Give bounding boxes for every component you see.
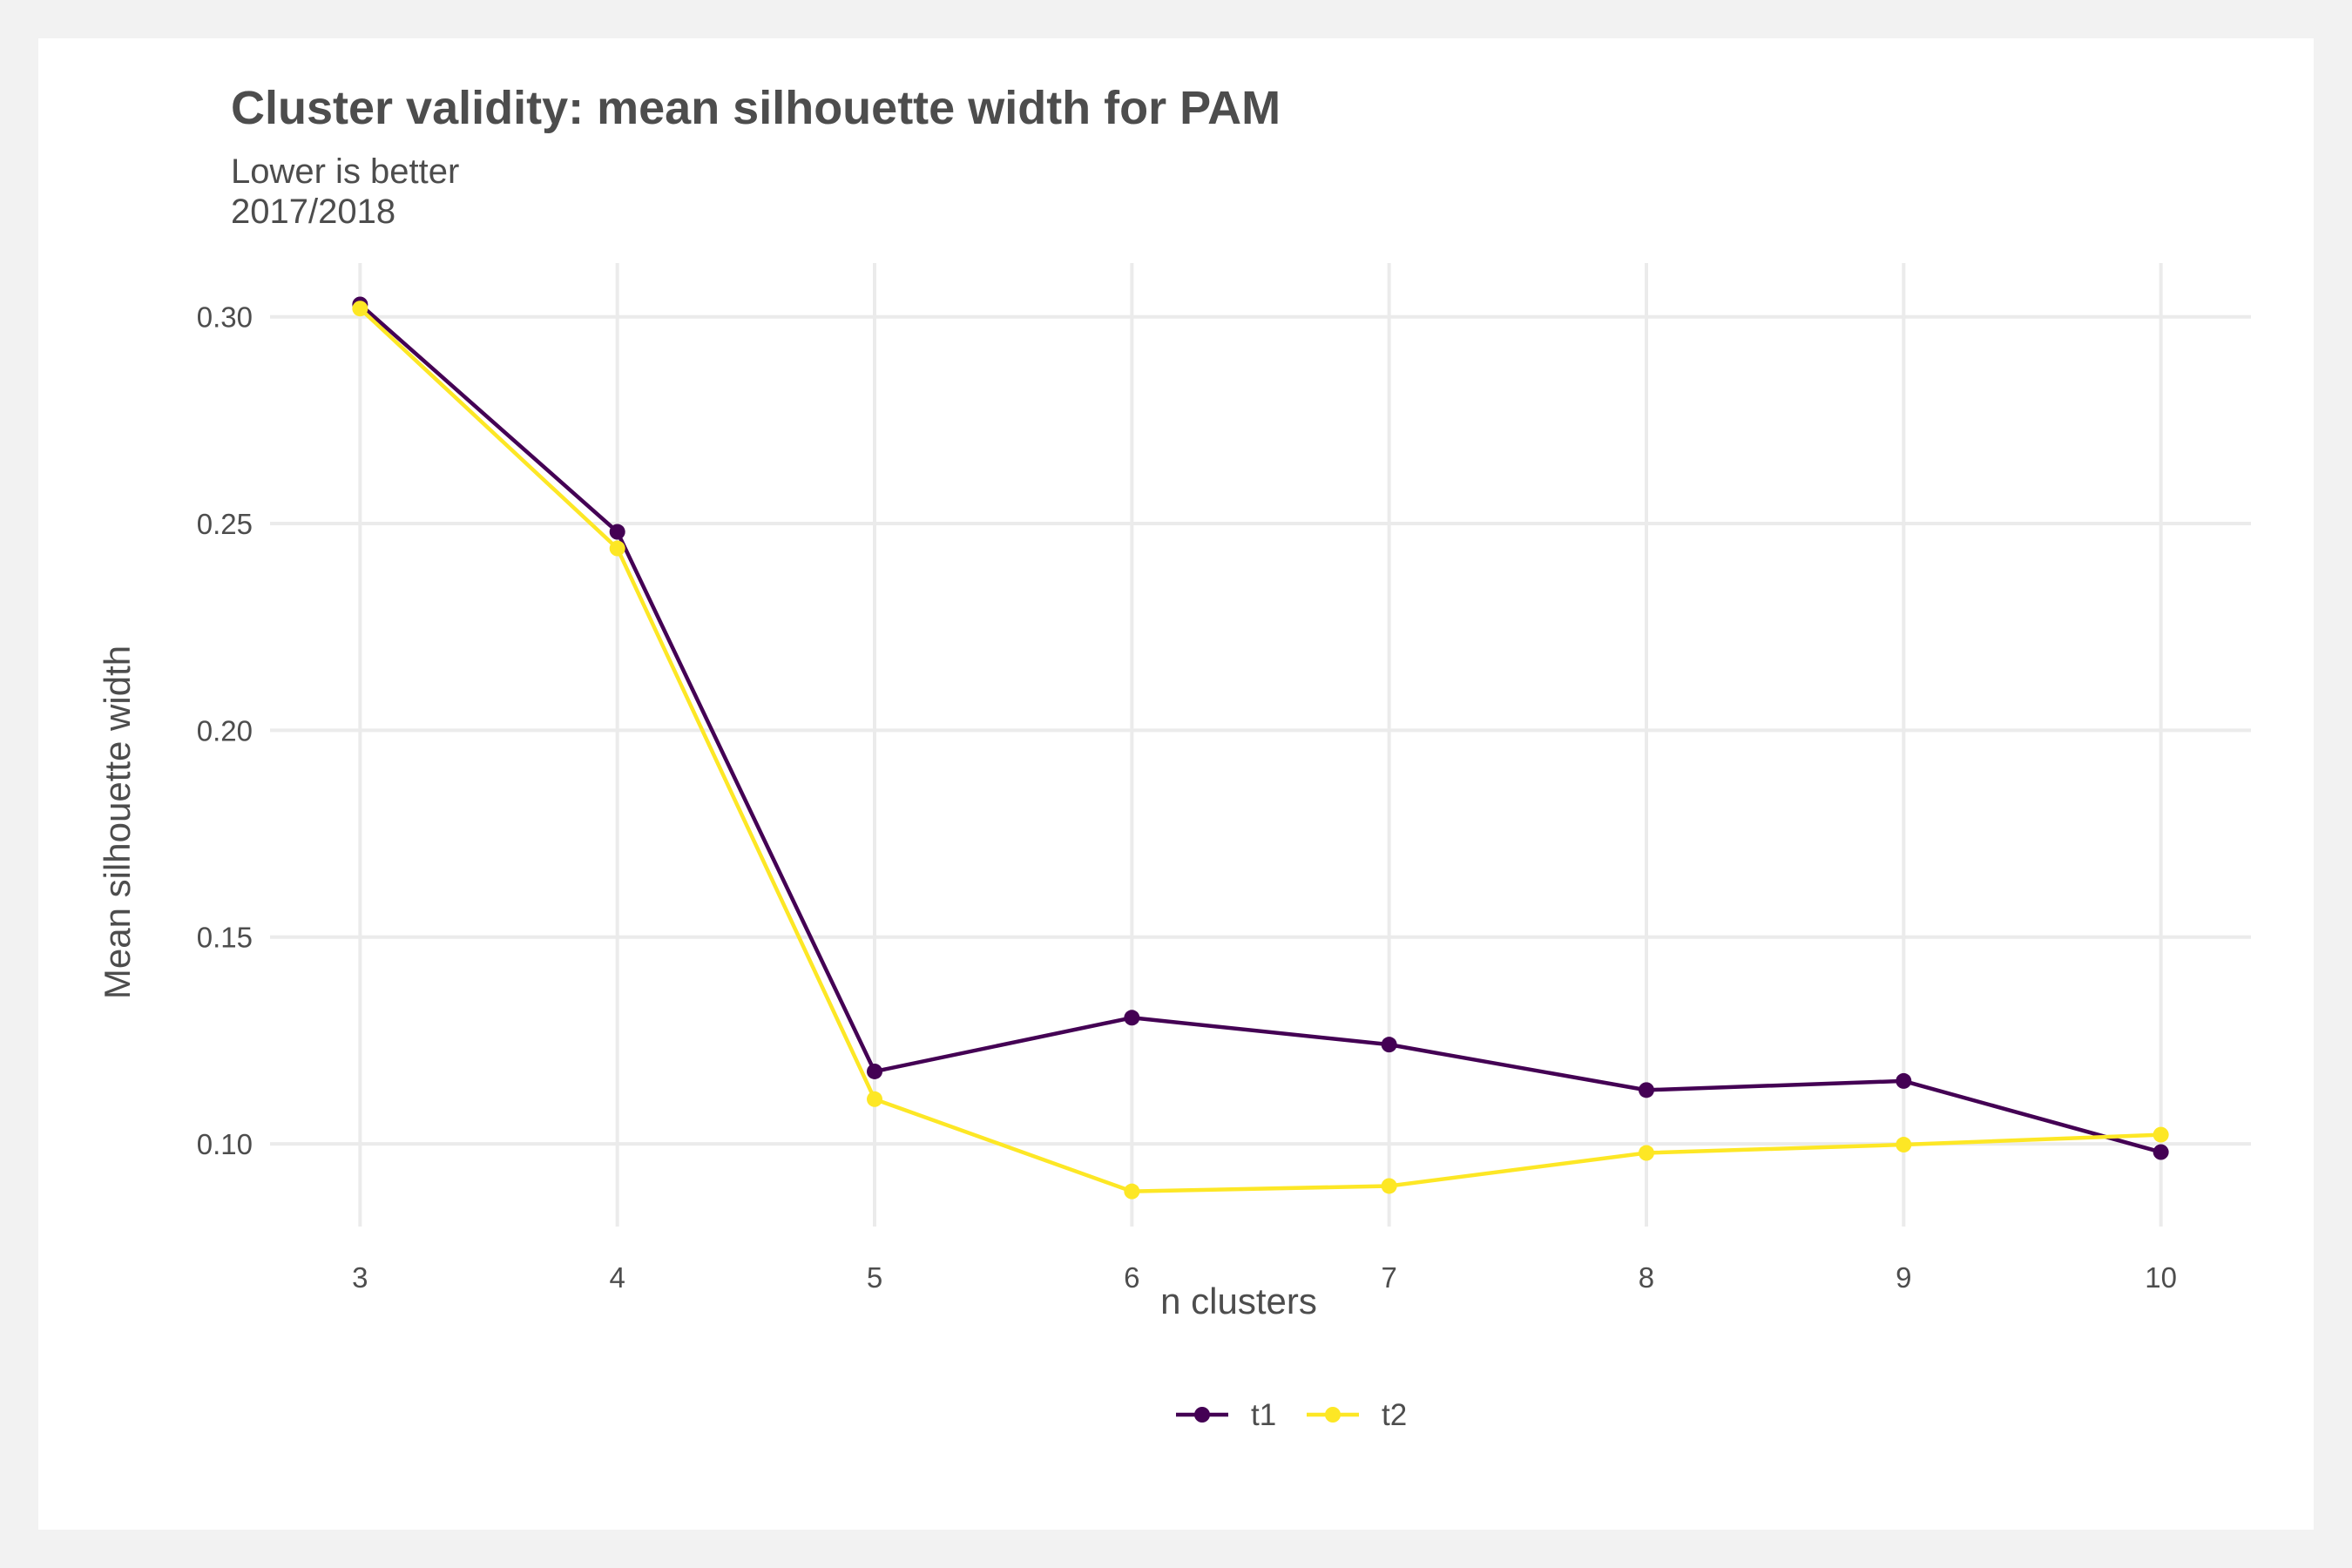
series-line-t1 (358, 302, 2162, 1154)
y-tick-label: 0.30 (197, 301, 253, 334)
data-point-t1 (609, 524, 625, 540)
x-tick-label: 6 (1124, 1261, 1139, 1294)
x-axis-title: n clusters (1160, 1281, 1317, 1321)
data-point-t1 (2153, 1144, 2169, 1160)
grid (270, 263, 2251, 1227)
y-tick-label: 0.20 (197, 714, 253, 747)
x-tick-label: 9 (1896, 1261, 1911, 1294)
legend-key-point-t1 (1194, 1407, 1210, 1423)
x-tick-label: 8 (1639, 1261, 1654, 1294)
legend-key-point-t2 (1325, 1407, 1341, 1423)
chart-subtitle-line-2: 2017/2018 (231, 193, 395, 231)
data-point-t2 (352, 301, 368, 317)
y-axis-title: Mean silhouette width (97, 645, 138, 999)
data-point-t2 (1896, 1137, 1912, 1153)
data-point-t2 (1638, 1145, 1654, 1161)
series-points (352, 296, 2169, 1200)
data-point-t2 (1124, 1183, 1140, 1200)
legend: t1 t2 (1176, 1398, 1407, 1432)
data-point-t2 (609, 540, 625, 557)
chart-panel: Cluster validity: mean silhouette width … (38, 38, 2314, 1530)
x-tick-label: 7 (1381, 1261, 1396, 1294)
y-tick-label: 0.10 (197, 1128, 253, 1160)
data-point-t1 (867, 1063, 883, 1079)
data-point-t1 (1124, 1010, 1140, 1026)
data-point-t1 (1638, 1082, 1654, 1098)
data-point-t2 (2153, 1126, 2169, 1143)
chart-subtitle-line-1: Lower is better (231, 152, 459, 191)
x-tick-label: 3 (352, 1261, 368, 1294)
data-point-t2 (1381, 1178, 1397, 1194)
y-tick-label: 0.15 (197, 922, 253, 954)
x-axis-ticks: 3 4 5 6 7 8 9 10 (352, 1261, 2177, 1294)
legend-label-t2: t2 (1382, 1398, 1407, 1432)
series-lines (358, 302, 2162, 1193)
x-tick-label: 10 (2145, 1261, 2177, 1294)
data-point-t2 (867, 1091, 883, 1107)
data-point-t1 (1381, 1037, 1397, 1053)
x-tick-label: 4 (610, 1261, 625, 1294)
y-tick-label: 0.25 (197, 508, 253, 540)
legend-label-t1: t1 (1251, 1398, 1276, 1432)
x-tick-label: 5 (867, 1261, 882, 1294)
chart-title: Cluster validity: mean silhouette width … (231, 82, 1281, 134)
series-line-t2 (358, 307, 2161, 1193)
y-axis-ticks: 0.10 0.15 0.20 0.25 0.30 (197, 301, 253, 1160)
line-chart: Cluster validity: mean silhouette width … (97, 82, 2251, 1432)
data-point-t1 (1896, 1072, 1912, 1089)
